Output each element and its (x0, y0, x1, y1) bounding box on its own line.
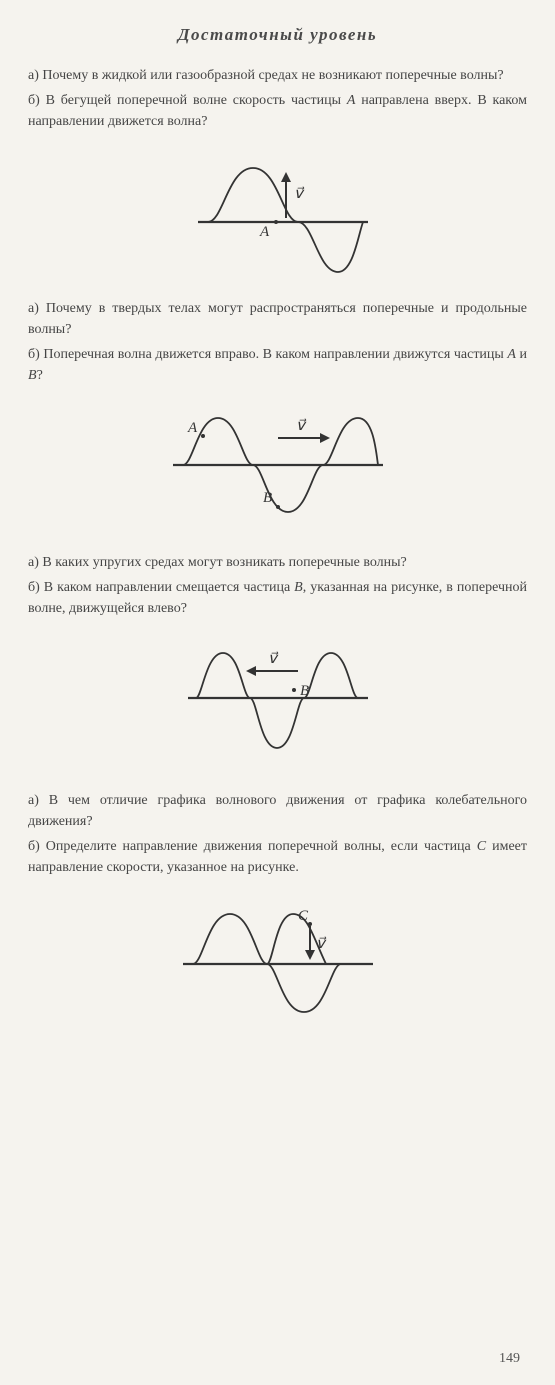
figure-3: v⃗ B (28, 633, 527, 768)
problem-3: а) В каких упругих средах могут возникат… (28, 552, 527, 768)
problem-2-b: б) Поперечная волна движется вправо. В к… (28, 344, 527, 386)
label-A2: A (187, 420, 198, 436)
page-number: 149 (499, 1351, 520, 1367)
figure-1: A v⃗ (28, 146, 527, 276)
problem-2: а) Почему в твердых телах могут распрост… (28, 298, 527, 530)
label-B3: B (300, 683, 309, 699)
problem-4: а) В чем отличие графика волнового движе… (28, 790, 527, 1022)
figure-2: A B v⃗ (28, 400, 527, 530)
label-v2: v⃗ (296, 418, 307, 434)
problem-4-a: а) В чем отличие графика волнового движе… (28, 790, 527, 832)
label-v: v⃗ (294, 186, 305, 202)
figure-4: C v⃗ (28, 892, 527, 1022)
problem-3-b: б) В каком направлении смещается частица… (28, 577, 527, 619)
page-title: Достаточный уровень (28, 25, 527, 45)
problem-3-a: а) В каких упругих средах могут возникат… (28, 552, 527, 573)
label-A: A (259, 224, 270, 240)
label-B2: B (263, 490, 272, 506)
problem-2-a: а) Почему в твердых телах могут распрост… (28, 298, 527, 340)
label-v3: v⃗ (268, 651, 279, 667)
problem-4-b: б) Определите направление движения попер… (28, 836, 527, 878)
problem-1: а) Почему в жидкой или газообразной сред… (28, 65, 527, 276)
problem-1-a: а) Почему в жидкой или газообразной сред… (28, 65, 527, 86)
problem-1-b: б) В бегущей поперечной волне скорость ч… (28, 90, 527, 132)
